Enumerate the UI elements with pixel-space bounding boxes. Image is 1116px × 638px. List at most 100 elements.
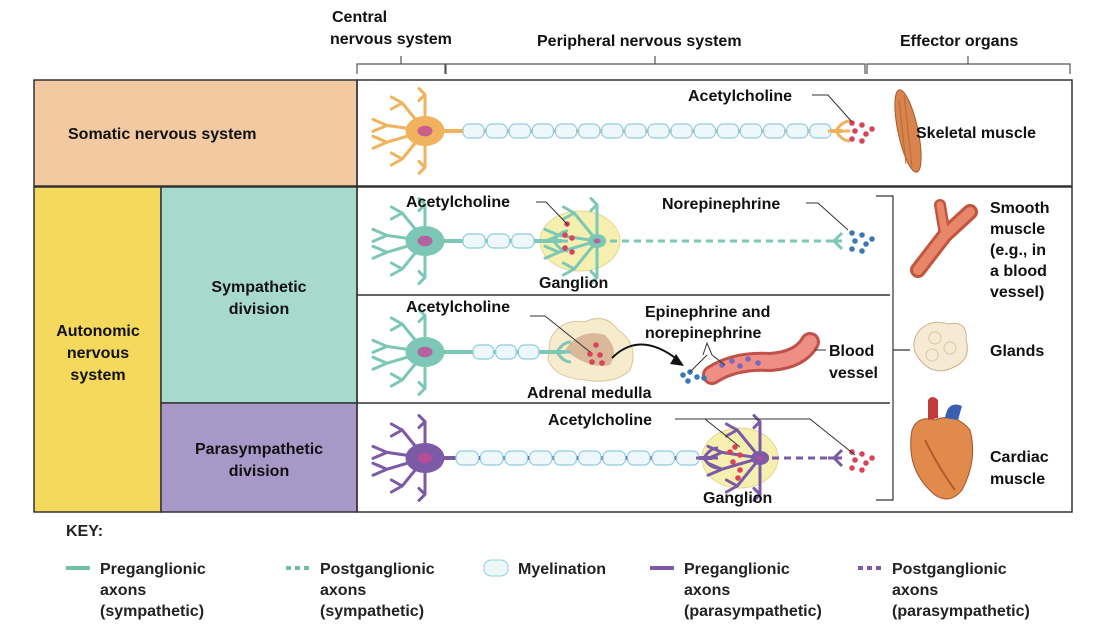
sympathetic-terminal xyxy=(828,231,844,251)
heart-icon xyxy=(910,397,974,500)
myelin-segment xyxy=(763,123,786,139)
norepinephrine-dot xyxy=(859,232,865,238)
secretion-arrow xyxy=(611,343,679,361)
myelin-segment xyxy=(647,123,670,139)
header-pns-text: Peripheral nervous system xyxy=(537,33,742,50)
key-item-label: Preganglionic xyxy=(100,561,206,578)
acetylcholine-dot xyxy=(569,235,575,241)
skeletal-muscle-icon xyxy=(894,89,922,173)
key-item: Myelination xyxy=(483,559,606,578)
myelin-segment xyxy=(651,450,676,466)
myelin-segment xyxy=(455,450,480,466)
somatic-label: Somatic nervous system xyxy=(68,126,257,143)
effector-glands: Glands xyxy=(990,343,1044,360)
adrenal-pathway xyxy=(371,308,820,396)
somatic-neuron xyxy=(371,87,875,175)
norepinephrine-dot xyxy=(685,378,691,384)
label-epi-1: Epinephrine and xyxy=(645,304,770,321)
acetylcholine-dot xyxy=(859,138,865,144)
myelin-segment xyxy=(479,450,504,466)
myelin-segment xyxy=(511,233,535,249)
blood-vessel-inner xyxy=(705,335,817,382)
header-effector: Effector organs xyxy=(866,33,1071,74)
label-ach-para: Acetylcholine xyxy=(548,412,652,429)
acetylcholine-dot xyxy=(732,444,738,450)
axon-terminal xyxy=(549,340,572,364)
key-item: Postganglionic axons (parasympathetic) xyxy=(858,561,1030,620)
effector-smooth-5: vessel) xyxy=(990,284,1044,301)
parasympathetic-pre-nucleus xyxy=(417,452,433,464)
myelin-segment xyxy=(508,123,531,139)
acetylcholine-dot xyxy=(849,136,855,142)
bracket-effector xyxy=(866,56,1071,74)
myelin-segment xyxy=(528,450,553,466)
epinephrine-dot xyxy=(729,358,735,364)
key-item-label: (sympathetic) xyxy=(320,603,424,620)
acetylcholine-dot xyxy=(859,122,865,128)
myelin-segment xyxy=(693,123,716,139)
acetylcholine-dot xyxy=(863,460,869,466)
somatic-cell xyxy=(33,79,358,187)
sympathetic-pathway xyxy=(371,197,875,285)
axon-terminal xyxy=(696,446,719,470)
myelin-segment xyxy=(517,344,540,360)
somatic-pathway-panel xyxy=(356,79,1073,187)
acetylcholine-dot xyxy=(599,360,605,366)
gland-icon xyxy=(913,321,968,372)
key-item-label: axons xyxy=(100,582,146,599)
norepinephrine-dot xyxy=(694,374,700,380)
key-item: Preganglionic axons (parasympathetic) xyxy=(650,561,822,620)
key-item-label: axons xyxy=(892,582,938,599)
sympathetic-post-nucleus xyxy=(593,238,601,244)
acetylcholine-dot xyxy=(852,128,858,134)
acetylcholine-dot xyxy=(730,459,736,465)
epinephrine-dot xyxy=(755,360,761,366)
label-blood-2: vessel xyxy=(829,365,878,382)
label-epi-2: norepinephrine xyxy=(645,325,762,342)
effector-smooth-4: a blood xyxy=(990,263,1047,280)
acetylcholine-dot xyxy=(569,249,575,255)
key-item-label: Preganglionic xyxy=(684,561,790,578)
acetylcholine-dot xyxy=(859,451,865,457)
parasympathetic-post-nucleus xyxy=(756,455,764,461)
effector-smooth-2: muscle xyxy=(990,221,1045,238)
sympathetic-cell xyxy=(160,186,358,404)
header-cns-line1: Central xyxy=(332,9,387,26)
acetylcholine-dot xyxy=(593,342,599,348)
sympathetic-label-2: division xyxy=(229,301,289,318)
norepinephrine-dot xyxy=(852,238,858,244)
norepinephrine-dot xyxy=(701,375,707,381)
label-norepinephrine: Norepinephrine xyxy=(662,196,780,213)
sympathetic-pre-nucleus xyxy=(417,235,433,247)
myelin-segment xyxy=(602,450,627,466)
label-ach-somatic: Acetylcholine xyxy=(688,88,792,105)
acetylcholine-dot xyxy=(737,452,743,458)
effector-cardiac-1: Cardiac xyxy=(990,449,1049,466)
acetylcholine-dot xyxy=(849,465,855,471)
parasympathetic-terminal xyxy=(828,448,844,468)
key-item: Preganglionic axons (sympathetic) xyxy=(66,561,206,620)
norepinephrine-dot xyxy=(680,372,686,378)
key-item-label: axons xyxy=(320,582,366,599)
key-item-label: (parasympathetic) xyxy=(892,603,1030,620)
myelin-segment xyxy=(809,123,832,139)
norepinephrine-dot xyxy=(859,248,865,254)
bracket-pns xyxy=(445,56,866,74)
key-item-label: Myelination xyxy=(518,561,606,578)
axon-terminal xyxy=(546,229,569,253)
myelin-segment xyxy=(462,123,485,139)
norepinephrine-dot xyxy=(849,230,855,236)
acetylcholine-dot xyxy=(869,126,875,132)
key-item: Postganglionic axons (sympathetic) xyxy=(286,561,435,620)
smooth-muscle-vessel-icon xyxy=(910,199,978,278)
myelin-segment xyxy=(670,123,693,139)
label-ganglion-para: Ganglion xyxy=(703,490,772,507)
label-blood-1: Blood xyxy=(829,343,874,360)
myelin-segment xyxy=(716,123,740,139)
acetylcholine-dot xyxy=(737,467,743,473)
acetylcholine-dot xyxy=(562,232,568,238)
label-adrenal: Adrenal medulla xyxy=(527,385,652,402)
key-item-label: (sympathetic) xyxy=(100,603,204,620)
